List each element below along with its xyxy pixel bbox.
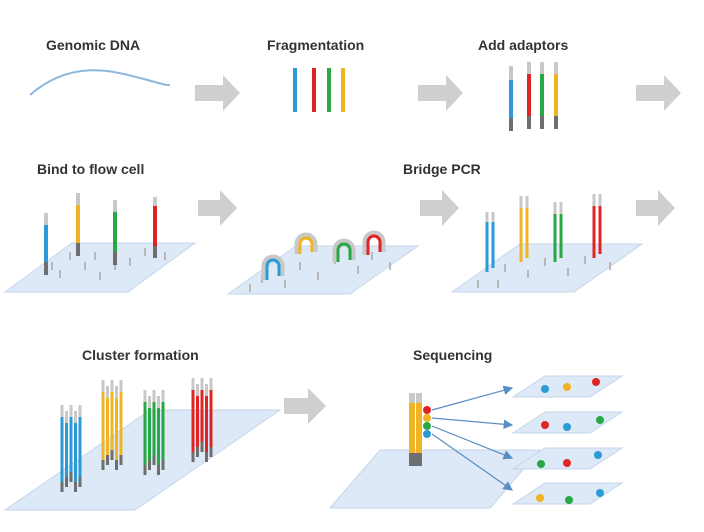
fluorescent-signal-green [423,422,431,430]
step-genomic-dna [29,69,171,96]
amplified-strand-pair [485,212,495,272]
label-sequencing: Sequencing [413,347,493,363]
surface-primers [249,252,391,292]
imaging-cycle-4 [511,482,624,505]
imaging-cycle-3 [511,447,624,470]
process-arrow-6 [636,190,675,226]
label-cluster-formation: Cluster formation [82,347,199,363]
genomic-dna-strand [29,69,171,96]
label-genomic-dna: Genomic DNA [46,37,141,53]
imaging-cycle-2 [511,411,624,434]
thin-arrow-icon [431,433,513,491]
step-bridge-pcr [450,194,644,293]
label-fragmentation: Fragmentation [267,37,365,53]
thin-arrow-icon [431,385,514,411]
fluorescent-signal-red [423,406,431,414]
fluorescent-signal-blue [423,430,431,438]
bridge-strand [294,232,318,254]
bridge-strand [362,230,386,255]
sequencing-cluster [409,393,422,466]
process-arrow-7 [284,388,326,424]
thin-arrow-icon [431,417,514,430]
imaging-cycle-1 [511,375,624,398]
label-add-adaptors: Add adaptors [478,37,569,53]
thin-arrow-icon [431,425,514,460]
amplified-strand-pair [553,202,563,262]
surface-primers [477,256,611,288]
read-arrows [431,385,514,491]
process-arrow-1 [195,75,240,111]
dna-cluster [143,390,165,475]
process-arrow-4 [198,190,237,226]
step-bridge-formation [226,230,420,295]
bridge-strand [261,254,285,280]
flow-cell-surface [328,449,542,509]
process-arrow-5 [420,190,459,226]
flow-cell-surface [450,243,644,293]
label-bind-to-flow-cell: Bind to flow cell [37,161,145,177]
flow-cell-surface [226,245,420,295]
step-bind-to-flow-cell [3,193,197,293]
step-sequencing [328,375,624,509]
amplified-strand-pair [519,196,529,262]
bridge-strand [332,238,356,262]
process-arrow-2 [418,75,463,111]
dna-cluster [60,405,82,492]
dna-cluster [191,378,213,462]
flow-cell-surface [3,242,197,293]
amplified-strand-pair [592,194,602,258]
flow-cell-surface [3,409,282,511]
fluorescent-signal-yellow [423,414,431,422]
clusters [60,378,213,492]
step-add-adaptors [509,62,558,131]
label-bridge-pcr: Bridge PCR [403,161,481,177]
step-cluster-formation [3,378,282,511]
process-arrow-3 [636,75,681,111]
step-fragmentation [293,68,345,112]
dna-cluster [101,380,123,470]
